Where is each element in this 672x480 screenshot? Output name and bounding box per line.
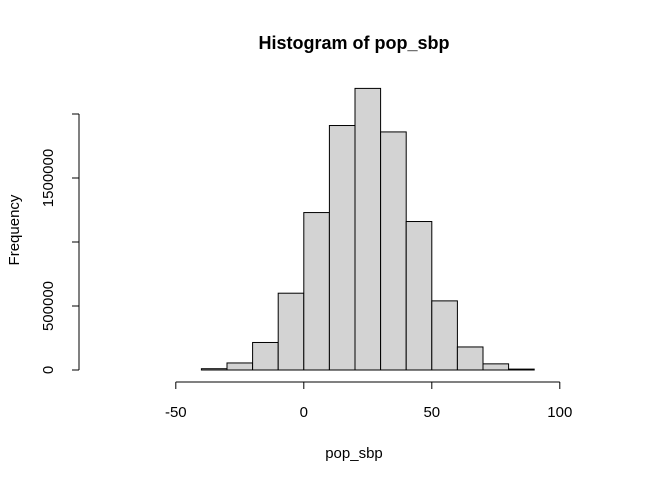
y-axis-label: Frequency (6, 194, 23, 265)
histogram-bar (456, 346, 484, 371)
histogram-bar (328, 125, 356, 371)
y-tick-label: 500000 (40, 281, 57, 331)
y-tick-label: 0 (40, 366, 57, 374)
histogram-bar (380, 131, 407, 371)
histogram-bar (354, 87, 382, 371)
x-axis: -50 0 50 100 (165, 381, 572, 421)
x-tick-label: 0 (300, 404, 308, 421)
histogram-bar (482, 363, 510, 371)
histogram-bar (226, 362, 254, 371)
histogram-bar (252, 341, 279, 371)
histogram-bar (200, 368, 228, 371)
chart-title: Histogram of pop_sbp (258, 33, 449, 53)
x-tick-label: 100 (547, 404, 572, 421)
bars-group (200, 87, 535, 371)
histogram-bar (303, 212, 330, 371)
histogram-bar (277, 292, 305, 371)
x-axis-label: pop_sbp (325, 445, 383, 462)
x-tick-label: -50 (165, 404, 187, 421)
histogram-bar (405, 221, 433, 371)
histogram-bar (431, 300, 458, 371)
histogram-bar (508, 368, 535, 371)
x-tick-label: 50 (423, 404, 440, 421)
y-axis: 0 500000 1500000 (40, 113, 80, 374)
y-tick-label: 1500000 (40, 149, 57, 207)
